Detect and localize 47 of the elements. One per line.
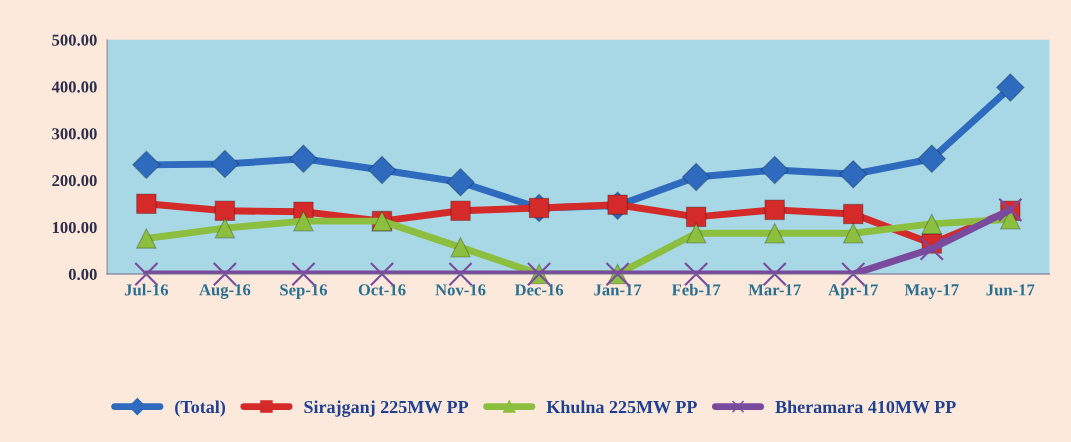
- point: [685, 223, 707, 244]
- point: [446, 167, 475, 197]
- point: [136, 193, 157, 215]
- point: [289, 144, 318, 174]
- point: [685, 206, 707, 228]
- x-tick-label: Nov-16: [435, 284, 486, 296]
- point: [764, 199, 785, 221]
- y-tick-label: 200.00: [52, 175, 97, 187]
- point: [838, 159, 868, 189]
- y-tick-label: 100.00: [52, 221, 97, 234]
- point: [917, 144, 947, 174]
- x-tick-label: May-17: [904, 284, 959, 299]
- x-tick-label: Oct-16: [358, 284, 406, 296]
- point: [136, 228, 157, 249]
- point: [214, 217, 236, 239]
- point: [842, 203, 864, 225]
- point: [996, 73, 1025, 102]
- point: [842, 223, 864, 244]
- point: [450, 200, 471, 222]
- y-tick-label: 0.00: [68, 268, 97, 281]
- x-tick-label: Aug-16: [199, 284, 251, 299]
- point: [919, 236, 944, 261]
- point: [214, 200, 236, 222]
- point: [293, 210, 314, 232]
- x-tick-label: Jun-17: [986, 284, 1035, 296]
- legend-label: Bheramara 410MW PP: [775, 400, 956, 414]
- legend-label: Khulna 225MW PP: [546, 400, 697, 414]
- point: [764, 223, 785, 244]
- point: [921, 213, 943, 235]
- legend-label: Sirajganj 225MW PP: [304, 400, 469, 417]
- x-tick-label: Jan-17: [594, 284, 642, 296]
- point: [367, 155, 397, 185]
- y-tick-label: 300.00: [52, 128, 97, 140]
- x-tick-label: Apr-17: [828, 284, 878, 299]
- point: [760, 155, 789, 185]
- point: [681, 162, 711, 192]
- point: [132, 150, 161, 180]
- x-tick-label: Feb-17: [671, 283, 721, 296]
- point: [450, 237, 471, 258]
- y-tick-label: 500.00: [52, 34, 97, 46]
- x-tick-label: Jul-16: [124, 283, 169, 296]
- y-tick-label: 400.00: [51, 81, 97, 93]
- x-tick-label: Mar-17: [748, 284, 801, 296]
- x-tick-label: Dec-16: [514, 284, 564, 296]
- legend-label: (Total): [175, 400, 226, 417]
- point: [210, 149, 240, 179]
- x-tick-label: Sep-16: [280, 284, 328, 299]
